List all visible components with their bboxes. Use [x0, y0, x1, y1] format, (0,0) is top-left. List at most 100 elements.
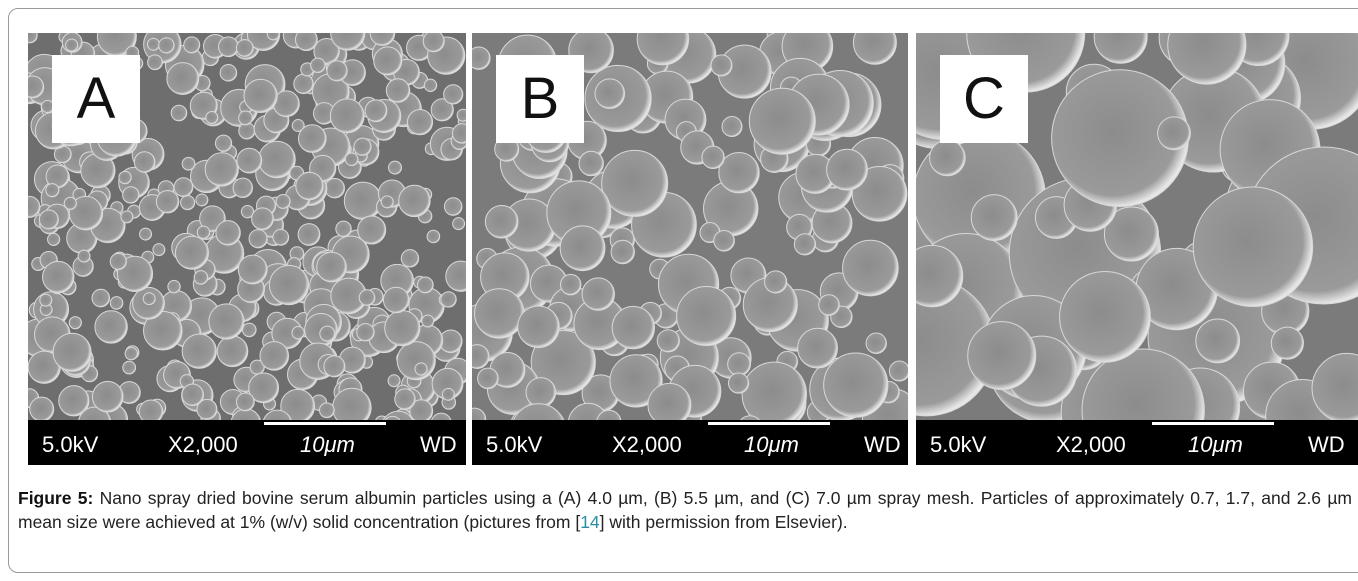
- particle: [206, 112, 218, 124]
- particle: [441, 292, 456, 307]
- particle: [237, 148, 262, 173]
- particle: [714, 230, 735, 251]
- particle: [354, 138, 371, 155]
- particle: [325, 179, 344, 198]
- particle: [722, 117, 742, 137]
- particle: [427, 230, 440, 243]
- particle: [417, 277, 433, 293]
- magnification: X2,000: [612, 432, 682, 458]
- particle: [153, 244, 165, 256]
- particle: [798, 328, 838, 368]
- particle: [242, 323, 256, 337]
- particle: [121, 211, 133, 223]
- info-bar: 5.0kVX2,00010μmWD: [916, 420, 1358, 465]
- particle: [197, 226, 209, 238]
- particle: [292, 327, 304, 339]
- particle: [330, 99, 364, 133]
- particle: [95, 311, 127, 343]
- particle: [657, 330, 679, 352]
- particle: [388, 375, 400, 387]
- particle: [711, 55, 732, 76]
- particle: [971, 195, 1017, 241]
- particle: [475, 289, 524, 338]
- particle: [175, 236, 208, 269]
- particle: [442, 388, 454, 400]
- scale-label: 10μm: [1188, 432, 1243, 458]
- particle: [40, 294, 52, 306]
- scale-bar: [1152, 422, 1274, 425]
- working-distance: WD: [1308, 432, 1345, 458]
- particle: [269, 265, 308, 304]
- particle: [930, 140, 966, 176]
- particle: [78, 250, 90, 262]
- particle: [794, 234, 815, 255]
- particle: [399, 185, 430, 216]
- particle: [140, 228, 152, 240]
- voltage: 5.0kV: [486, 432, 542, 458]
- particle: [968, 322, 1036, 390]
- particle: [159, 38, 174, 53]
- particle: [401, 250, 418, 267]
- particle: [43, 261, 74, 292]
- particle: [273, 229, 289, 245]
- particle: [46, 184, 59, 197]
- particle: [824, 353, 888, 417]
- particle: [327, 61, 347, 81]
- caption-text: ] with permission from Elsevier).: [600, 512, 848, 532]
- working-distance: WD: [864, 432, 901, 458]
- particle: [866, 333, 886, 353]
- particle: [1271, 327, 1303, 359]
- particle: [1158, 117, 1191, 150]
- magnification: X2,000: [168, 432, 238, 458]
- particle: [147, 38, 159, 50]
- particle: [216, 221, 240, 245]
- particle: [728, 373, 748, 393]
- particle: [236, 40, 253, 57]
- sem-panel: A5.0kVX2,00010μmWD: [28, 33, 466, 465]
- particle: [345, 153, 358, 166]
- particle: [296, 172, 323, 199]
- particle: [92, 289, 110, 307]
- reference-link[interactable]: 14: [580, 512, 599, 532]
- particle: [233, 178, 252, 197]
- particle: [422, 315, 434, 327]
- particle: [415, 363, 427, 375]
- particle: [612, 306, 654, 348]
- particle: [385, 310, 420, 345]
- particle: [423, 33, 444, 52]
- particle: [407, 110, 432, 135]
- particle: [560, 226, 605, 271]
- particle: [125, 347, 137, 359]
- particle: [424, 79, 436, 91]
- particle: [174, 178, 193, 197]
- panel-label: C: [940, 55, 1028, 143]
- panel-label: B: [496, 55, 584, 143]
- particle: [383, 287, 409, 313]
- particle: [209, 304, 244, 339]
- voltage: 5.0kV: [930, 432, 986, 458]
- particle: [311, 58, 325, 72]
- particle: [397, 342, 435, 380]
- particle: [134, 152, 155, 173]
- particle: [365, 100, 387, 122]
- particle: [110, 253, 126, 269]
- particle: [294, 74, 313, 93]
- particle: [219, 37, 239, 57]
- particle: [485, 205, 518, 238]
- particle: [123, 361, 136, 374]
- particle: [1060, 271, 1151, 362]
- particle: [324, 356, 345, 377]
- particle: [194, 271, 208, 285]
- particle: [579, 151, 603, 175]
- particle: [148, 55, 163, 70]
- particle: [168, 280, 180, 292]
- particle: [298, 224, 320, 246]
- particle: [30, 397, 54, 421]
- particle: [827, 149, 868, 190]
- particle: [457, 109, 466, 121]
- particle: [518, 306, 560, 348]
- particle: [66, 39, 78, 51]
- particle: [298, 125, 326, 153]
- particle: [478, 368, 499, 389]
